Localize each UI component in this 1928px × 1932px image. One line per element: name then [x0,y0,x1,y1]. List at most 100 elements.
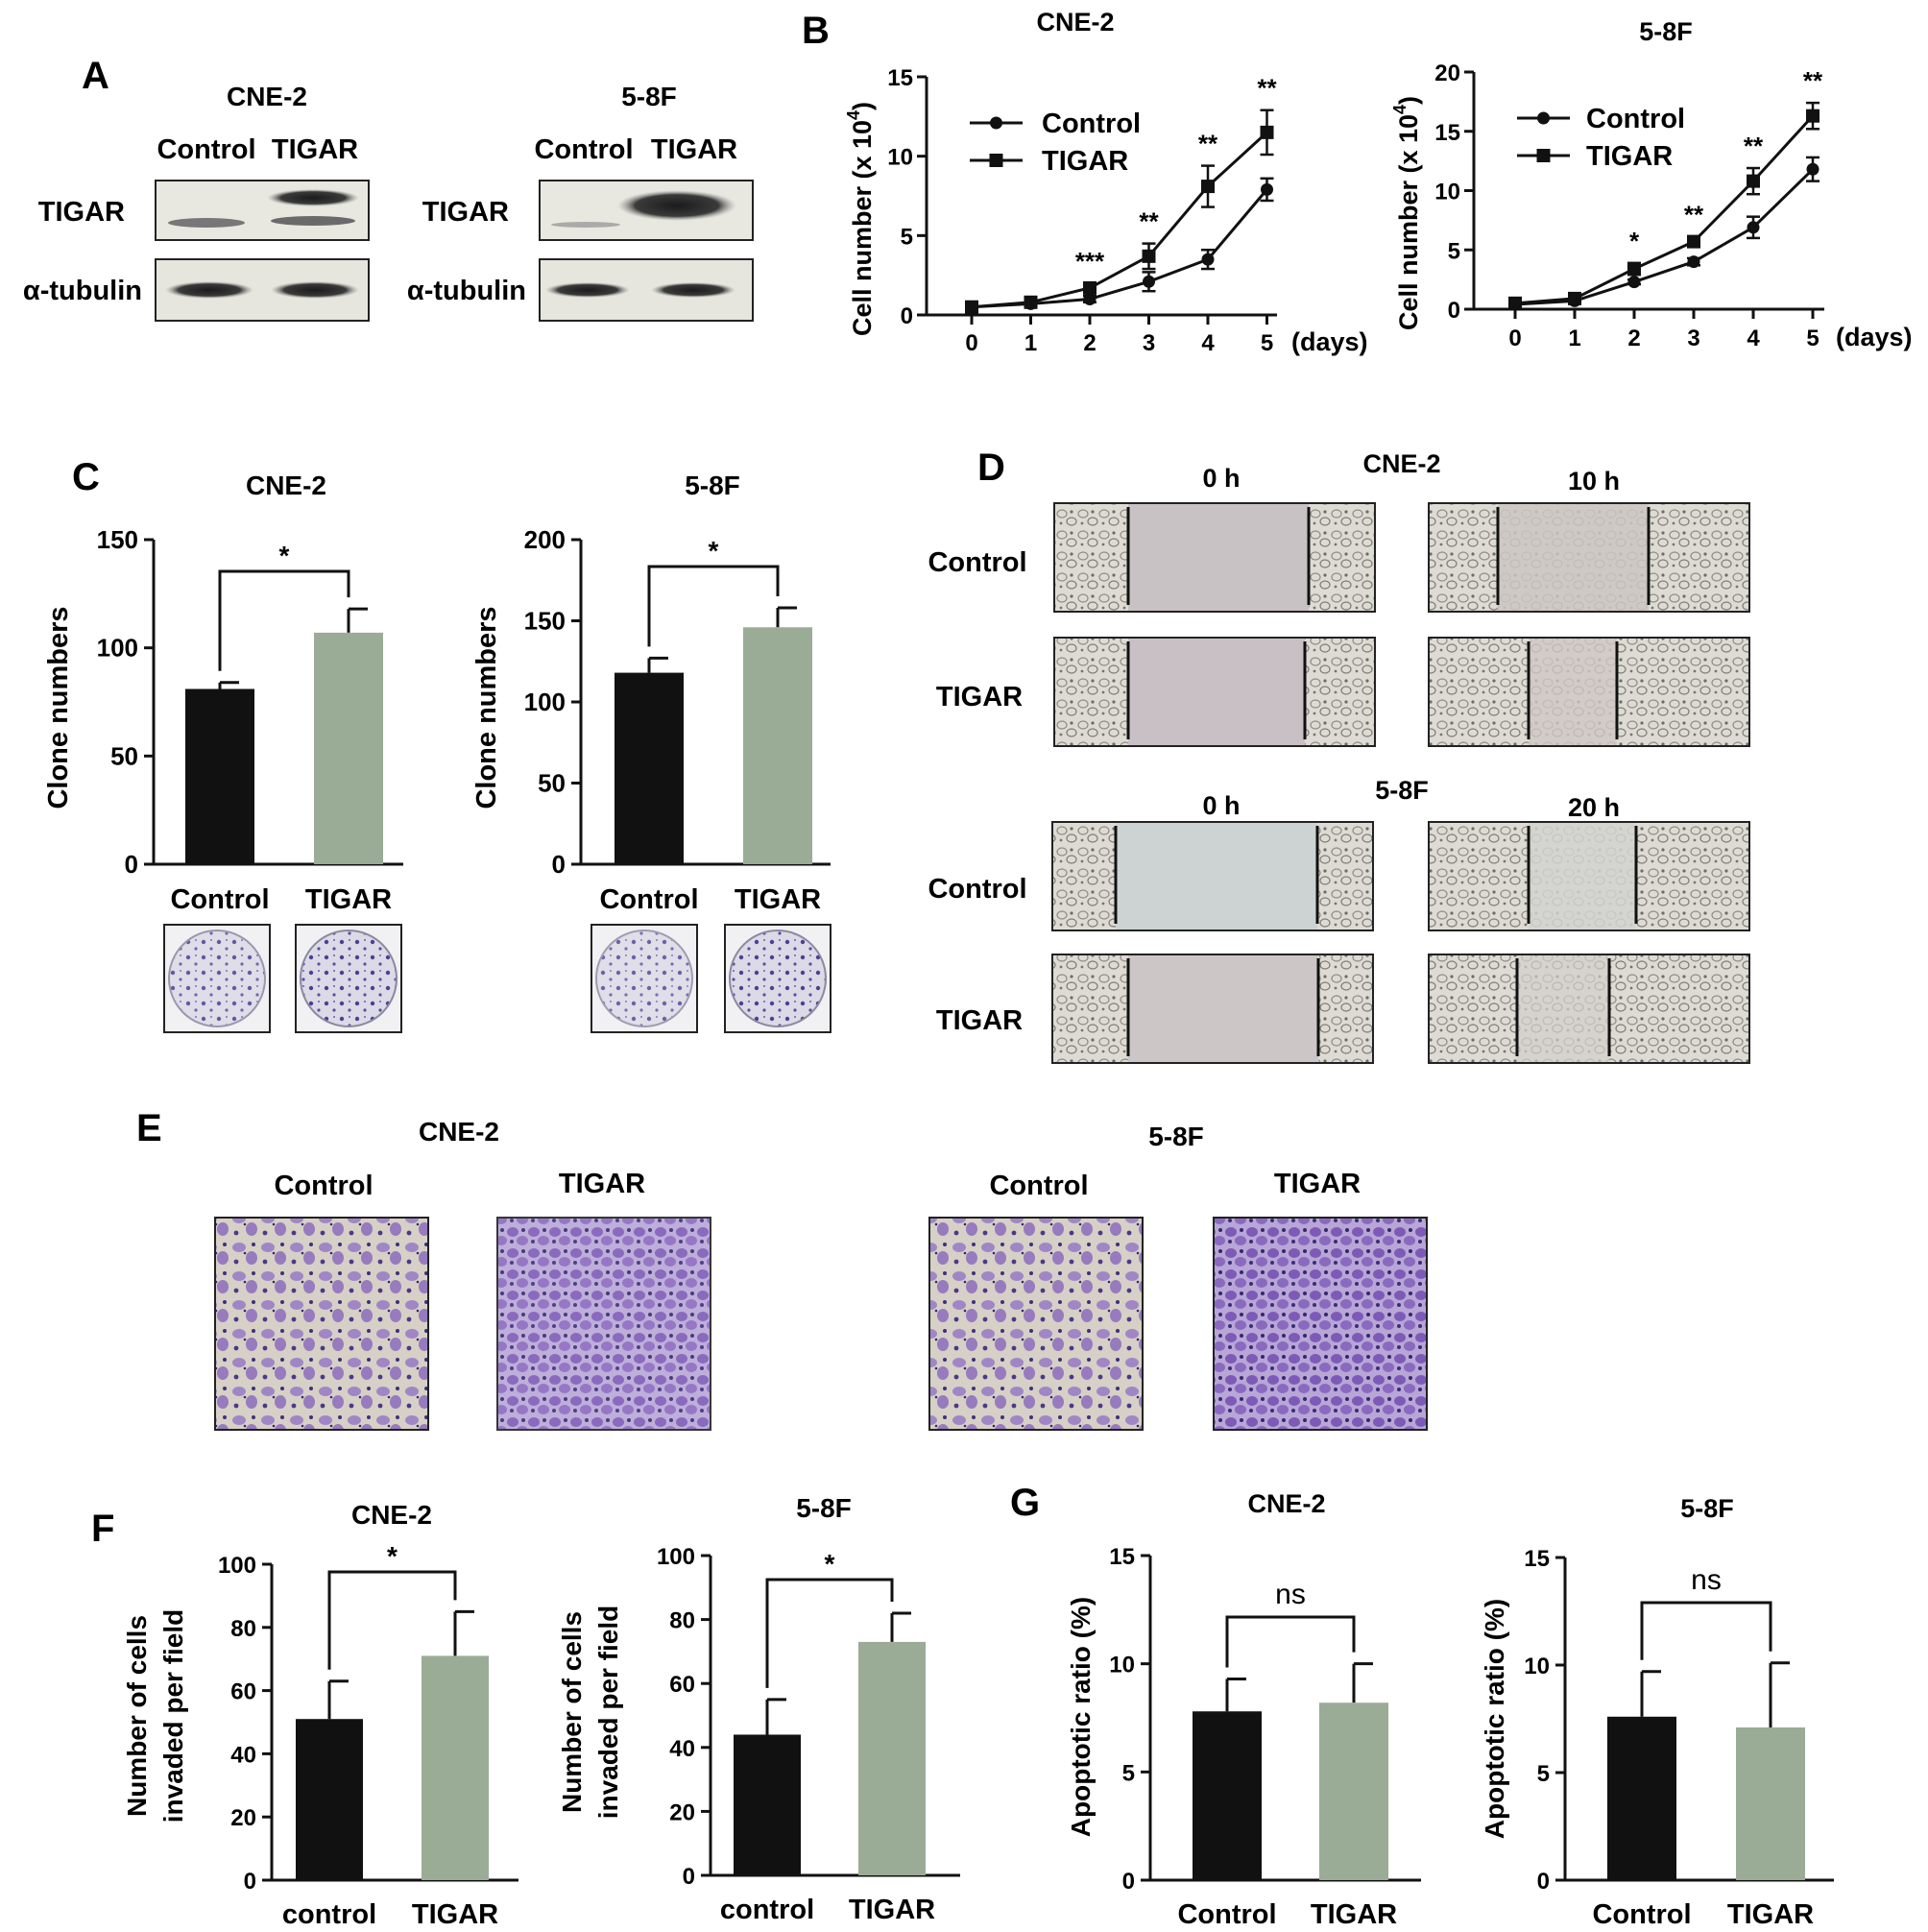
wound-image-cne2-control-10h [1428,502,1750,613]
y-tick-label: 15 [887,65,913,91]
panel-letter-f: F [91,1508,114,1550]
series-line-control [1514,168,1815,306]
x-axis-unit: (days) [1836,323,1913,351]
y-axis-label-line1: Number of cells [557,1611,587,1813]
blot-row-tigar-58f: TIGAR [422,197,509,228]
x-category-label: TIGAR [412,1899,498,1930]
x-category-label: Control [1592,1899,1691,1930]
significance-label: ** [1684,201,1704,229]
x-category-label: TIGAR [305,884,392,915]
bar-tigar [858,1641,926,1875]
wound-time-10h-cne2: 10 h [1568,467,1620,495]
wound-image-58f-tigar-0h [1051,954,1374,1064]
chart-clone-58f: 5-8F Clone numbers 0 50 100 150 200 Control TI… [471,471,831,915]
x-tick-label: 3 [1687,326,1699,351]
legend-label: Control [1042,109,1141,139]
x-category-label: control [720,1895,814,1925]
y-tick-label: 50 [538,769,566,798]
panel-letter-b: B [802,10,830,52]
y-tick-label: 100 [97,634,138,663]
significance-label: ns [1275,1579,1306,1610]
chart-clone-cne2: CNE-2 Clone numbers 0 50 100 150 Control TIGA… [43,471,403,915]
wound-image-58f-tigar-20h [1428,954,1750,1064]
y-axis-label-exponent: 4 [1390,105,1410,114]
wound-time-0h-58f: 0 h [1202,791,1240,820]
bar-tigar [422,1655,489,1880]
y-tick-label: 5 [1537,1761,1550,1787]
data-point-control [1627,276,1641,289]
blot-row-tigar-cne2: TIGAR [38,197,125,228]
y-tick-label: 100 [524,688,566,716]
significance-label: * [825,1549,835,1579]
invasion-col-control-58f: Control [989,1171,1088,1201]
blot-cell-line-58f: 5-8F [621,82,677,111]
data-point-tigar [1687,234,1700,249]
invasion-col-control-cne2: Control [274,1171,373,1201]
wound-image-cne2-tigar-0h [1053,637,1376,747]
legend-marker [1536,149,1551,162]
y-tick-label: 200 [524,525,566,554]
panel-g-apoptosis: CNE-2 Apoptotic ratio (%) 0 5 10 15 Control T… [1066,1489,1834,1930]
chart-title: CNE-2 [1036,8,1114,36]
invasion-image-cne2-tigar [496,1217,711,1431]
panel-letter-e: E [136,1107,162,1149]
legend-marker [1537,111,1550,125]
chart-apoptosis-58f: 5-8F Apoptotic ratio (%) 0 5 10 15 Control TI… [1480,1494,1834,1930]
panel-a-western-blot: CNE-2 Control TIGAR TIGAR α-tubulin 5-8F… [23,82,754,322]
y-tick-label: 20 [1434,60,1460,86]
data-point-tigar [1201,180,1215,194]
x-category-label: TIGAR [1727,1899,1814,1930]
chart-title: CNE-2 [351,1500,432,1530]
y-tick-label: 50 [110,741,138,770]
y-tick-label: 150 [524,607,566,636]
data-point-control [1143,275,1155,288]
significance-bracket [1640,1601,1772,1660]
significance-bracket [327,1570,457,1670]
chart-title: 5-8F [685,471,740,500]
x-tick-label: 3 [1143,330,1155,356]
colony-plate-58f-tigar [724,924,831,1033]
y-tick-label: 0 [125,850,138,879]
y-tick-label: 0 [1122,1869,1135,1895]
x-tick-label: 4 [1201,330,1215,356]
y-axis-label-line2: invaded per field [158,1609,188,1823]
y-tick-label: 0 [244,1869,256,1895]
wound-image-58f-control-0h [1051,821,1374,931]
y-tick-label: 150 [97,525,138,554]
blot-lane-tigar-58f: TIGAR [651,134,737,165]
data-point-control [1083,292,1097,305]
wound-time-0h-cne2: 0 h [1202,464,1240,493]
y-tick-label: 0 [901,303,913,329]
data-point-tigar [1806,109,1820,123]
significance-bracket [218,569,350,671]
blot-image-tubulin-58f [539,258,754,322]
panel-d-wound-healing: CNE-2 0 h 10 h Control TIGAR [928,449,1750,1064]
data-point-tigar [1142,249,1156,263]
y-axis-label: Cell number (x 104) [844,102,877,336]
chart-title: 5-8F [1680,1494,1734,1523]
data-point-control [1806,162,1820,176]
blot-lane-control-58f: Control [534,134,633,165]
significance-label: *** [1075,247,1105,276]
y-axis-label-line1: Number of cells [122,1615,152,1817]
significance-label: * [1629,227,1640,255]
wound-row-tigar-58f: TIGAR [936,1005,1023,1036]
significance-bracket [1225,1615,1356,1668]
bar-control [734,1734,801,1875]
y-tick-label: 80 [230,1616,256,1642]
colony-plate-cne2-control [163,924,271,1033]
significance-label: * [279,541,290,570]
y-axis-label: Apoptotic ratio (%) [1480,1599,1509,1839]
data-point-control [1261,182,1273,196]
blot-lane-tigar-cne2: TIGAR [272,134,358,165]
significance-label: ** [1139,207,1159,236]
y-tick-label: 60 [669,1672,695,1698]
y-tick-label: 15 [1434,120,1460,146]
legend-marker [989,154,1003,167]
x-category-label: TIGAR [1311,1899,1397,1930]
blot-cell-line-cne2: CNE-2 [227,82,307,111]
wound-row-control-cne2: Control [928,547,1026,578]
colony-plate-cne2-tigar [295,924,402,1033]
significance-label: * [387,1541,398,1571]
y-axis-label-main: Cell number (x 10 [1394,114,1423,330]
